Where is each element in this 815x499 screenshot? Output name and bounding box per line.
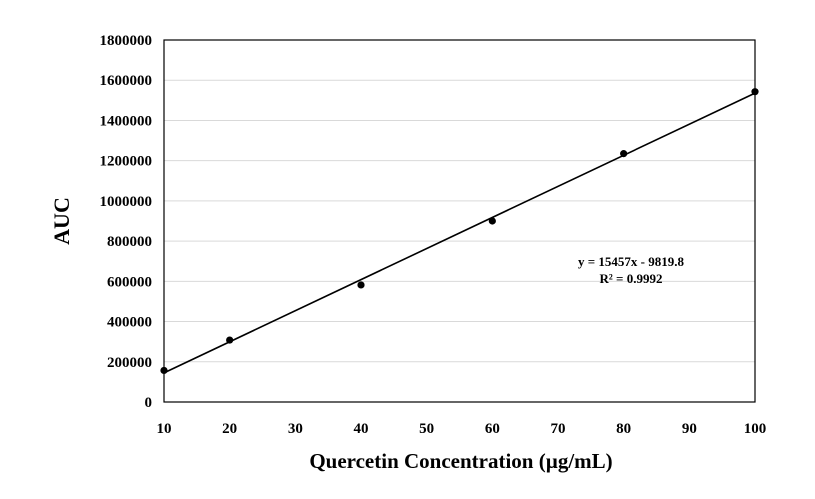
y-axis-title: AUC	[49, 197, 74, 245]
x-tick-label: 20	[222, 421, 237, 437]
y-tick-label: 200000	[107, 355, 152, 371]
data-point	[488, 217, 496, 225]
x-tick-label: 90	[682, 421, 697, 437]
gridlines	[164, 79, 755, 363]
x-tick-label: 30	[288, 421, 303, 437]
y-tick-label: 1200000	[100, 154, 153, 170]
x-tick-label: 100	[744, 421, 767, 437]
trendline-equation: y = 15457x - 9819.8	[578, 254, 684, 269]
plot-area-frame	[163, 39, 756, 403]
x-axis-ticks: 10 20 30 40 50 60 70 80 90 100	[157, 421, 767, 437]
trendline	[163, 92, 756, 374]
x-tick-label: 40	[354, 421, 369, 437]
data-points	[160, 88, 759, 375]
y-tick-label: 0	[145, 395, 153, 411]
data-point	[160, 366, 168, 375]
data-point	[751, 88, 759, 96]
x-tick-label: 10	[157, 421, 172, 437]
y-tick-label: 1000000	[100, 194, 153, 210]
y-tick-label: 1400000	[100, 113, 153, 129]
x-axis-title: Quercetin Concentration (µg/mL)	[309, 449, 612, 473]
data-point	[226, 336, 234, 344]
y-tick-label: 400000	[107, 315, 152, 331]
trendline-group	[163, 92, 756, 374]
x-tick-label: 80	[616, 421, 631, 437]
y-tick-label: 800000	[107, 234, 152, 250]
y-tick-label: 1800000	[100, 33, 153, 49]
data-point	[357, 281, 365, 289]
x-tick-label: 60	[485, 421, 500, 437]
data-point	[620, 150, 628, 158]
x-tick-label: 70	[551, 421, 566, 437]
y-tick-label: 600000	[107, 274, 152, 290]
x-tick-label: 50	[419, 421, 434, 437]
r-squared-label: R² = 0.9992	[600, 271, 663, 286]
y-axis-ticks: 0 200000 400000 600000 800000 1000000 1200000 1…	[100, 33, 153, 411]
y-tick-label: 1600000	[100, 73, 153, 89]
